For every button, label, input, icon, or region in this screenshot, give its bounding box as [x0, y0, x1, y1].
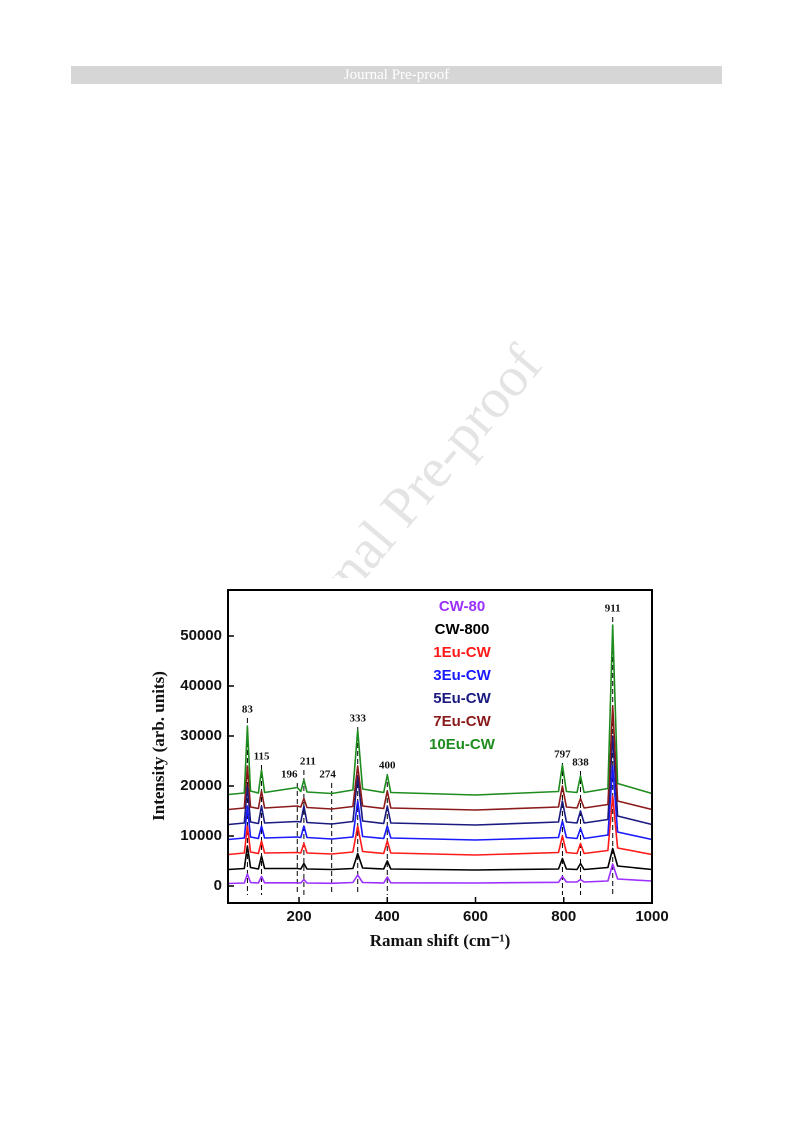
- x-tick-label: 800: [551, 908, 576, 925]
- legend-entry: 3Eu-CW: [433, 667, 491, 684]
- header-bar: Journal Pre-proof: [71, 66, 722, 84]
- series-line: [228, 795, 653, 856]
- peak-label: 211: [300, 756, 316, 768]
- legend-entry: 5Eu-CW: [433, 690, 491, 707]
- legend-entry: CW-80: [439, 598, 485, 615]
- y-tick-label: 0: [214, 877, 222, 894]
- legend-entry: 10Eu-CW: [429, 736, 496, 753]
- legend-entry: 7Eu-CW: [433, 713, 491, 730]
- peak-label: 333: [349, 713, 366, 725]
- series-line: [228, 735, 653, 826]
- peak-label: 911: [605, 603, 621, 615]
- y-tick-label: 20000: [180, 777, 222, 794]
- x-tick-label: 400: [375, 908, 400, 925]
- peak-label: 274: [319, 769, 336, 781]
- peak-label: 196: [281, 769, 298, 781]
- peak-label: 115: [254, 751, 270, 763]
- header-title: Journal Pre-proof: [343, 67, 450, 83]
- series-line: [228, 765, 653, 841]
- y-tick-label: 10000: [180, 827, 222, 844]
- plot-frame: [227, 589, 653, 904]
- x-tick-label: 200: [287, 908, 312, 925]
- series-line: [228, 705, 653, 811]
- y-axis-label: Intensity (arb. units): [149, 671, 168, 821]
- y-tick-label: 50000: [180, 627, 222, 644]
- series-line: [228, 845, 653, 871]
- y-tick-label: 40000: [180, 677, 222, 694]
- peak-label: 83: [242, 704, 254, 716]
- y-tick-label: 30000: [180, 727, 222, 744]
- legend-entry: 1Eu-CW: [433, 644, 491, 661]
- legend-entry: CW-800: [435, 621, 490, 638]
- x-tick-label: 1000: [635, 908, 668, 925]
- peak-label: 400: [379, 760, 396, 772]
- series-line: [228, 863, 653, 885]
- chart-background: [140, 578, 680, 956]
- x-tick-label: 600: [463, 908, 488, 925]
- peak-label: 797: [554, 749, 571, 761]
- x-axis-label: Raman shift (cm⁻¹): [370, 931, 511, 950]
- peak-label: 838: [572, 757, 589, 769]
- series-line: [228, 624, 653, 796]
